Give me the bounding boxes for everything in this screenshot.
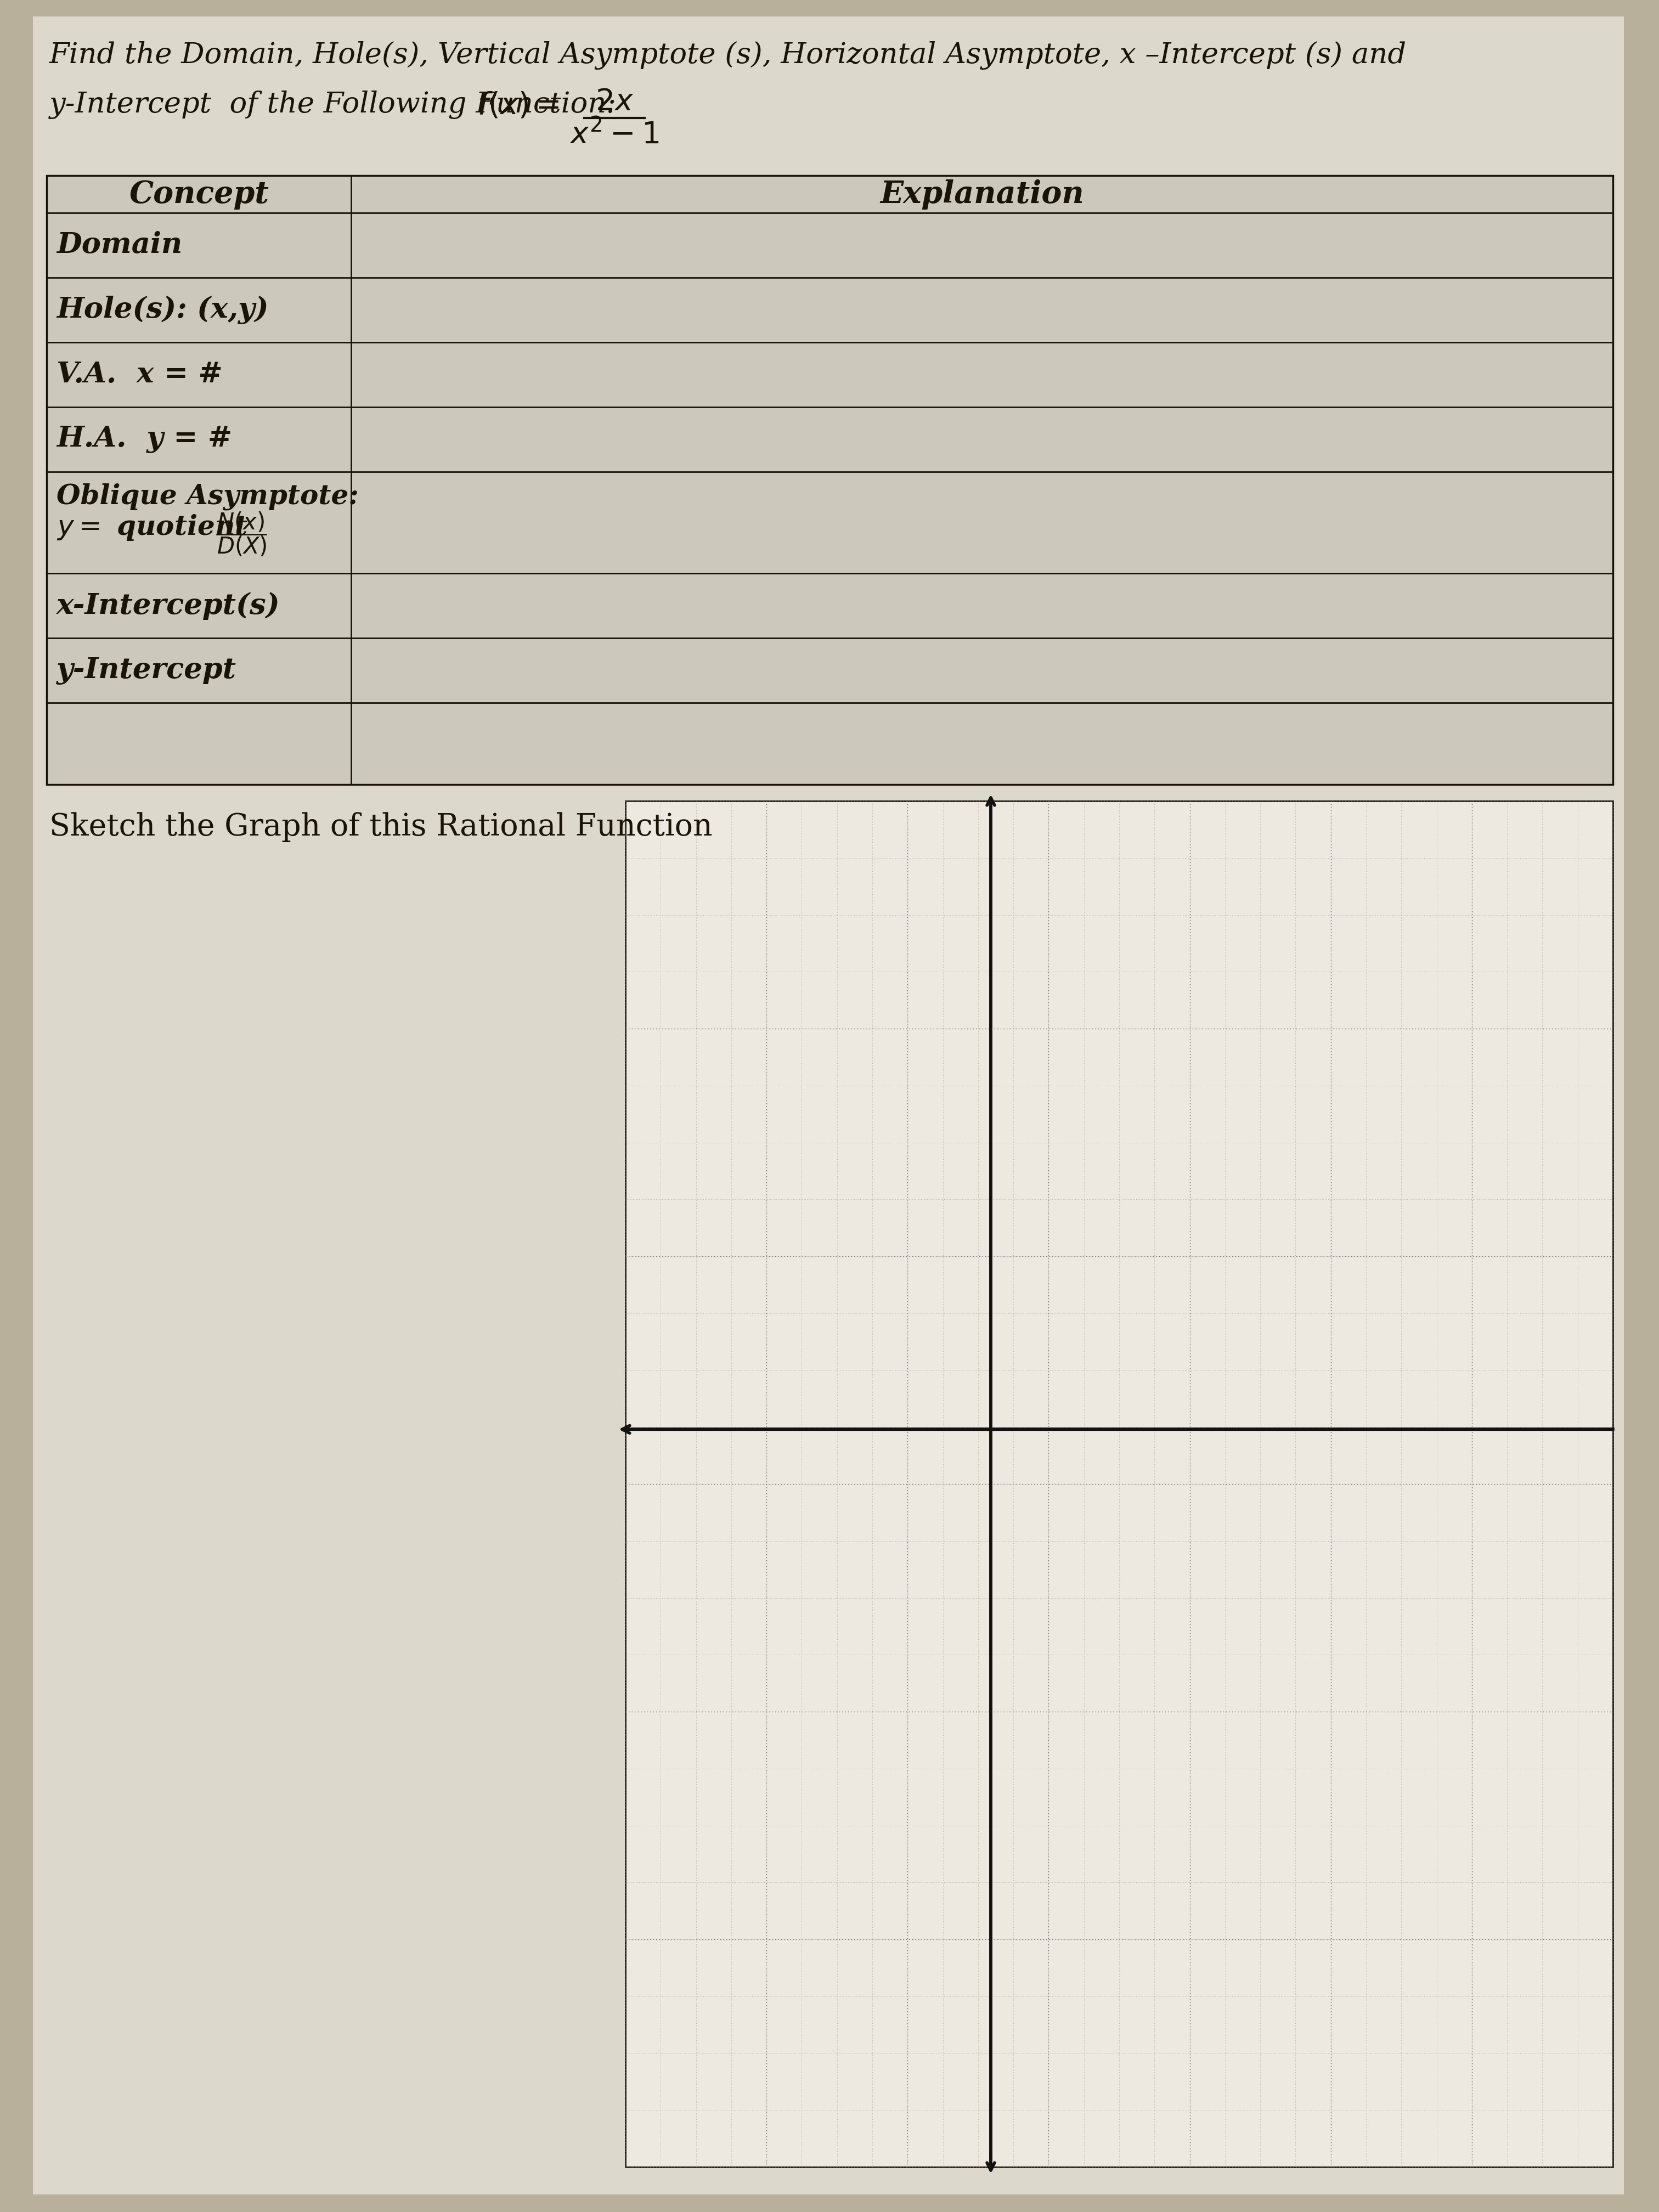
- Text: Sketch the Graph of this Rational Function: Sketch the Graph of this Rational Functi…: [50, 812, 712, 843]
- Text: Domain: Domain: [56, 232, 182, 259]
- Text: $D(X)$: $D(X)$: [217, 535, 267, 557]
- Text: Explanation: Explanation: [879, 179, 1083, 210]
- Text: y-Intercept  of the Following Function:: y-Intercept of the Following Function:: [50, 91, 635, 119]
- Text: $y = $ quotient: $y = $ quotient: [56, 513, 249, 542]
- Text: $x^2 - 1$: $x^2 - 1$: [569, 119, 659, 150]
- Text: y-Intercept: y-Intercept: [56, 657, 237, 684]
- Text: V.A.  x = #: V.A. x = #: [56, 361, 222, 389]
- Text: $2x$: $2x$: [596, 86, 634, 117]
- Text: Concept: Concept: [129, 179, 269, 210]
- Text: $N(x)$: $N(x)$: [217, 511, 264, 535]
- Text: Find the Domain, Hole(s), Vertical Asymptote (s), Horizontal Asymptote, x –Inter: Find the Domain, Hole(s), Vertical Asymp…: [50, 42, 1407, 69]
- Bar: [46, 175, 1613, 785]
- Text: Hole(s): (x,y): Hole(s): (x,y): [56, 296, 269, 325]
- Text: Oblique Asymptote:: Oblique Asymptote:: [56, 482, 358, 511]
- Bar: [625, 801, 1613, 2168]
- Text: $f(x) =$: $f(x) =$: [478, 91, 559, 119]
- Text: x-Intercept(s): x-Intercept(s): [56, 591, 280, 619]
- Text: H.A.  y = #: H.A. y = #: [56, 425, 232, 453]
